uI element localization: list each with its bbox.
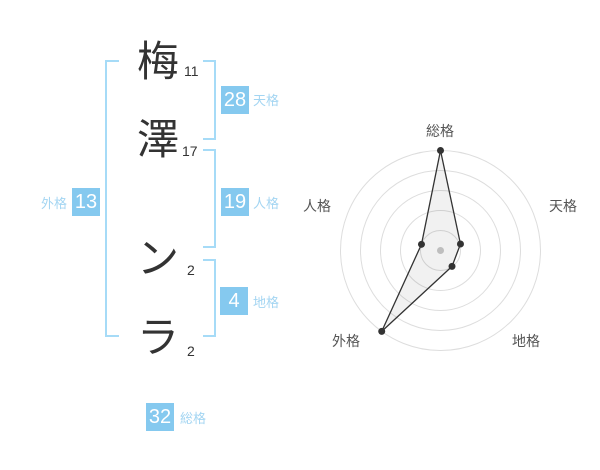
radar-axis-label-soukaku: 総格 [426,123,454,139]
givenname-char-2: ラ [136,314,179,361]
radar-axis-label-gaikaku: 外格 [332,333,360,349]
jinkaku-value-badge: 19 [221,188,249,216]
chikaku-bracket [203,259,216,337]
gaikaku-value-badge: 13 [72,188,100,216]
stroke-count-surname-1: 11 [184,63,199,79]
tenkaku-bracket [203,60,216,140]
surname-char-2: 澤 [136,116,179,163]
radar-axis-label-jinkaku: 人格 [303,198,331,214]
soukaku-value-badge: 32 [146,403,174,431]
radar-chart-panel [300,110,581,371]
stroke-count-surname-2: 17 [182,143,198,159]
radar-axis-label-tenkaku: 天格 [549,198,577,214]
chikaku-label: 地格 [253,295,280,310]
tenkaku-label: 天格 [253,93,280,108]
jinkaku-bracket [203,149,216,248]
stroke-count-givenname-1: 2 [187,262,195,278]
surname-char-1: 梅 [136,38,179,85]
gaikaku-label: 外格 [41,196,68,211]
name-analysis-panel: 梅 澤 ン ラ 11 17 2 2 28 天格 19 人格 4 地格 外格 13… [41,38,280,431]
radar-axis-label-chikaku: 地格 [512,333,540,349]
jinkaku-label: 人格 [253,196,280,211]
soukaku-label: 総格 [180,411,207,426]
givenname-char-1: ン [136,235,179,282]
gaikaku-bracket [105,60,119,337]
stroke-count-givenname-2: 2 [187,343,195,359]
radar-chart [340,147,541,351]
tenkaku-value-badge: 28 [221,86,249,114]
chikaku-value-badge: 4 [220,287,248,315]
